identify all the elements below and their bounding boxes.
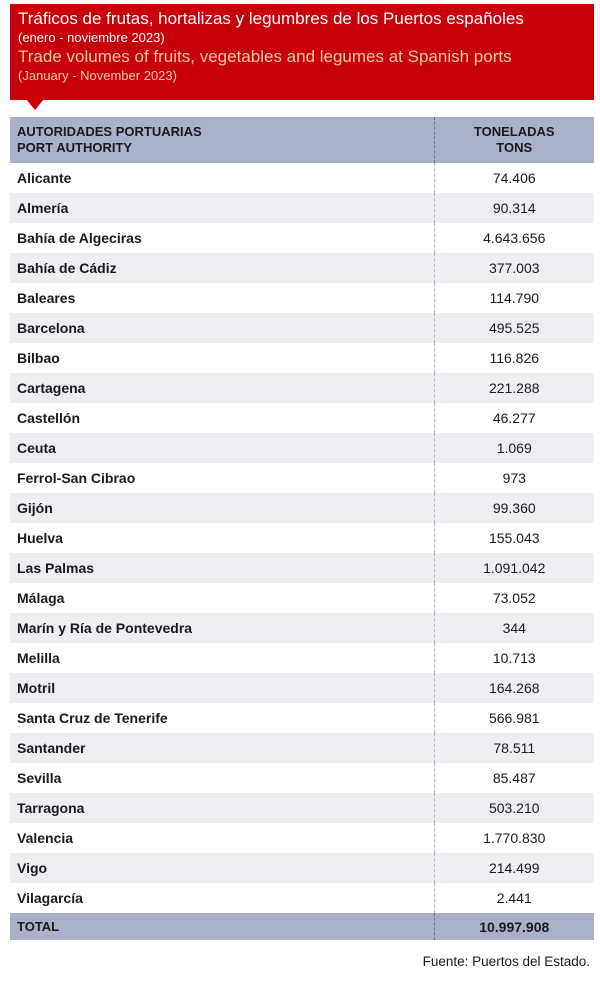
total-value: 10.997.908: [433, 913, 594, 940]
port-name-cell: Alicante: [10, 163, 434, 193]
table-row: Melilla 10.713: [10, 643, 594, 673]
table-row: Ceuta 1.069: [10, 433, 594, 463]
tonnage-cell: 214.499: [433, 853, 594, 883]
table-row: Barcelona 495.525: [10, 313, 594, 343]
table-row: Tarragona 503.210: [10, 793, 594, 823]
port-name-cell: Bahía de Algeciras: [10, 223, 434, 253]
port-name-cell: Bilbao: [10, 343, 434, 373]
table-row: Málaga 73.052: [10, 583, 594, 613]
port-tonnage-table: AUTORIDADES PORTUARIAS PORT AUTHORITY TO…: [10, 117, 594, 940]
table-row: Almería 90.314: [10, 193, 594, 223]
table-row: Santander 78.511: [10, 733, 594, 763]
port-name-cell: Bahía de Cádiz: [10, 253, 434, 283]
table-row: Valencia 1.770.830: [10, 823, 594, 853]
table-row: Gijón 99.360: [10, 493, 594, 523]
port-name-cell: Ceuta: [10, 433, 434, 463]
table-row: Motril 164.268: [10, 673, 594, 703]
column-header-port-en: PORT AUTHORITY: [17, 140, 133, 155]
table-row: Ferrol-San Cibrao 973: [10, 463, 594, 493]
tonnage-cell: 1.770.830: [433, 823, 594, 853]
table-row: Santa Cruz de Tenerife 566.981: [10, 703, 594, 733]
tonnage-cell: 1.091.042: [433, 553, 594, 583]
tonnage-cell: 566.981: [433, 703, 594, 733]
port-name-cell: Cartagena: [10, 373, 434, 403]
table-row: Bahía de Cádiz 377.003: [10, 253, 594, 283]
port-name-cell: Almería: [10, 193, 434, 223]
tonnage-cell: 99.360: [433, 493, 594, 523]
source-note: Fuente: Puertos del Estado.: [422, 954, 590, 969]
table-row: Baleares 114.790: [10, 283, 594, 313]
tonnage-cell: 114.790: [433, 283, 594, 313]
port-name-cell: Tarragona: [10, 793, 434, 823]
column-header-tons: TONELADAS TONS: [433, 117, 594, 163]
tonnage-cell: 73.052: [433, 583, 594, 613]
table-body: Alicante 74.406 Almería 90.314 Bahía de Alge…: [10, 163, 594, 913]
banner-pointer: [26, 99, 44, 110]
table-row: Bilbao 116.826: [10, 343, 594, 373]
tonnage-cell: 116.826: [433, 343, 594, 373]
tonnage-cell: 495.525: [433, 313, 594, 343]
port-name-cell: Barcelona: [10, 313, 434, 343]
column-header-tons-es: TONELADAS: [473, 124, 555, 139]
table-row: Alicante 74.406: [10, 163, 594, 193]
tonnage-cell: 221.288: [433, 373, 594, 403]
table-row: Castellón 46.277: [10, 403, 594, 433]
port-name-cell: Valencia: [10, 823, 434, 853]
table-row: Las Palmas 1.091.042: [10, 553, 594, 583]
port-name-cell: Sevilla: [10, 763, 434, 793]
port-name-cell: Castellón: [10, 403, 434, 433]
port-name-cell: Melilla: [10, 643, 434, 673]
tonnage-cell: 46.277: [433, 403, 594, 433]
port-name-cell: Motril: [10, 673, 434, 703]
tonnage-cell: 973: [433, 463, 594, 493]
port-name-cell: Vilagarcía: [10, 883, 434, 913]
column-header-port-es: AUTORIDADES PORTUARIAS: [17, 124, 202, 139]
period-english: (January - November 2023): [18, 68, 177, 83]
title-banner: Tráficos de frutas, hortalizas y legumbr…: [10, 4, 594, 100]
tonnage-cell: 4.643.656: [433, 223, 594, 253]
port-name-cell: Ferrol-San Cibrao: [10, 463, 434, 493]
table-row: Sevilla 85.487: [10, 763, 594, 793]
tonnage-cell: 1.069: [433, 433, 594, 463]
port-name-cell: Las Palmas: [10, 553, 434, 583]
port-name-cell: Huelva: [10, 523, 434, 553]
table-row: Huelva 155.043: [10, 523, 594, 553]
title-spanish: Tráficos de frutas, hortalizas y legumbr…: [18, 9, 524, 28]
tonnage-cell: 377.003: [433, 253, 594, 283]
tonnage-cell: 344: [433, 613, 594, 643]
period-spanish: (enero - noviembre 2023): [18, 30, 165, 45]
column-header-port: AUTORIDADES PORTUARIAS PORT AUTHORITY: [10, 117, 434, 163]
table-row: Vilagarcía 2.441: [10, 883, 594, 913]
table-header-row: AUTORIDADES PORTUARIAS PORT AUTHORITY TO…: [10, 117, 594, 163]
title-english: Trade volumes of fruits, vegetables and …: [18, 47, 512, 66]
table-row: Bahía de Algeciras 4.643.656: [10, 223, 594, 253]
port-name-cell: Baleares: [10, 283, 434, 313]
total-label: TOTAL: [10, 913, 434, 940]
tonnage-cell: 155.043: [433, 523, 594, 553]
port-name-cell: Málaga: [10, 583, 434, 613]
tonnage-cell: 85.487: [433, 763, 594, 793]
port-name-cell: Marín y Ría de Pontevedra: [10, 613, 434, 643]
tonnage-cell: 2.441: [433, 883, 594, 913]
column-header-tons-en: TONS: [496, 140, 533, 155]
table-row: Marín y Ría de Pontevedra 344: [10, 613, 594, 643]
table-row: Cartagena 221.288: [10, 373, 594, 403]
tonnage-cell: 78.511: [433, 733, 594, 763]
port-name-cell: Santander: [10, 733, 434, 763]
tonnage-cell: 10.713: [433, 643, 594, 673]
tonnage-cell: 74.406: [433, 163, 594, 193]
table-row: Vigo 214.499: [10, 853, 594, 883]
total-row: TOTAL 10.997.908: [10, 913, 594, 940]
port-name-cell: Santa Cruz de Tenerife: [10, 703, 434, 733]
tonnage-cell: 164.268: [433, 673, 594, 703]
port-name-cell: Vigo: [10, 853, 434, 883]
tonnage-cell: 90.314: [433, 193, 594, 223]
port-name-cell: Gijón: [10, 493, 434, 523]
tonnage-cell: 503.210: [433, 793, 594, 823]
